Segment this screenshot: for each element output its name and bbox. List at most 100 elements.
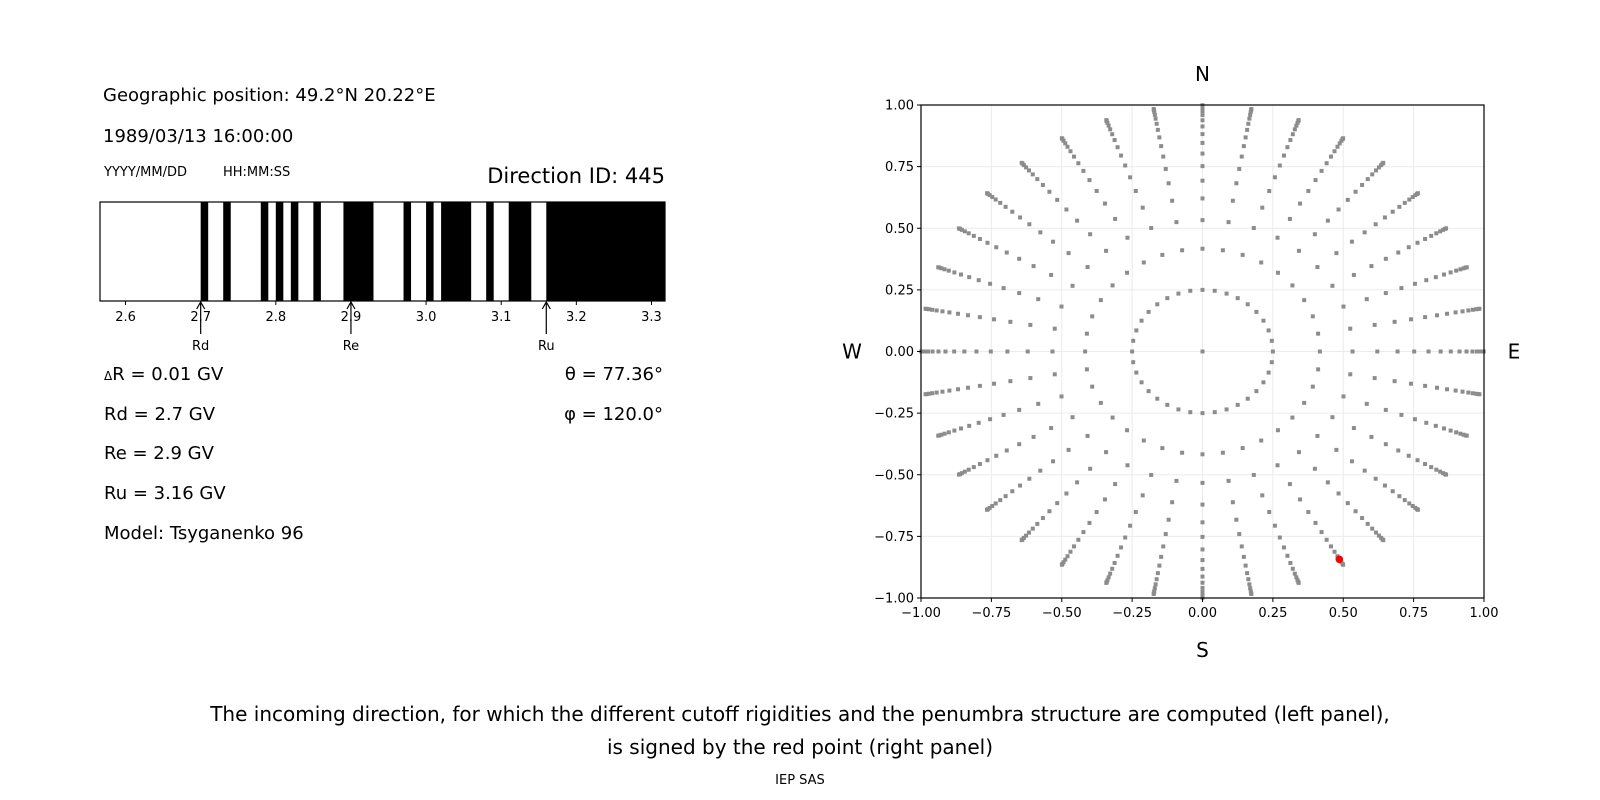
direction-scatter: −1.00−1.00 −0.75 −0.75 −0.50 −0.50 −0.25 −0.25… bbox=[842, 62, 1520, 662]
delta-r: ΔR = 0.01 GV bbox=[104, 366, 223, 384]
direction-point bbox=[1200, 124, 1205, 129]
compass-south: S bbox=[1196, 638, 1209, 662]
direction-point bbox=[1306, 188, 1311, 193]
forbidden-band bbox=[275, 202, 284, 301]
direction-point bbox=[1239, 544, 1244, 549]
direction-point bbox=[1159, 144, 1164, 149]
forbidden-band bbox=[200, 202, 209, 301]
direction-point bbox=[1106, 575, 1111, 580]
direction-point bbox=[1315, 433, 1320, 438]
direction-point bbox=[1470, 307, 1475, 312]
direction-point bbox=[1313, 178, 1318, 183]
x-tick-label: −0.75 bbox=[971, 606, 1011, 621]
direction-point bbox=[1003, 204, 1008, 209]
direction-point bbox=[1047, 189, 1052, 194]
direction-point bbox=[1369, 264, 1374, 269]
direction-point bbox=[1408, 381, 1413, 386]
direction-point bbox=[1188, 288, 1193, 293]
direction-point bbox=[947, 388, 952, 393]
direction-point bbox=[1035, 177, 1040, 182]
forbidden-band bbox=[403, 202, 412, 301]
direction-point bbox=[998, 200, 1003, 205]
direction-point bbox=[1128, 175, 1133, 180]
direction-point bbox=[962, 229, 967, 234]
direction-point bbox=[1247, 582, 1252, 587]
direction-point bbox=[1055, 197, 1060, 202]
direction-point bbox=[1166, 517, 1171, 522]
direction-point bbox=[1125, 270, 1130, 275]
direction-point bbox=[1161, 544, 1166, 549]
direction-point bbox=[1200, 196, 1205, 201]
direction-point bbox=[1348, 372, 1353, 377]
direction-point bbox=[985, 240, 990, 245]
x-tick-label: 0.50 bbox=[1329, 606, 1358, 621]
direction-point bbox=[936, 349, 941, 354]
direction-point bbox=[1224, 291, 1229, 296]
direction-point bbox=[1094, 510, 1099, 515]
direction-point bbox=[1324, 537, 1329, 542]
direction-point bbox=[1383, 291, 1388, 296]
direction-point bbox=[1288, 138, 1293, 143]
selected-direction-point bbox=[1335, 555, 1344, 564]
direction-point bbox=[1003, 494, 1008, 499]
direction-point bbox=[1139, 318, 1144, 323]
direction-point bbox=[1133, 510, 1138, 515]
direction-point bbox=[1254, 389, 1259, 394]
ru-value: Ru = 3.16 GV bbox=[104, 483, 226, 504]
arrow-head-icon bbox=[196, 300, 206, 310]
direction-point bbox=[1415, 240, 1420, 245]
direction-point bbox=[1397, 204, 1402, 209]
direction-point bbox=[1272, 175, 1277, 180]
y-tick-label: −0.25 bbox=[874, 407, 914, 422]
direction-point bbox=[1426, 349, 1431, 354]
direction-point bbox=[1406, 453, 1411, 458]
direction-point bbox=[1374, 530, 1379, 535]
direction-point bbox=[1119, 545, 1124, 550]
direction-point bbox=[1399, 412, 1404, 417]
direction-point bbox=[1125, 428, 1130, 433]
direction-point bbox=[1134, 370, 1139, 375]
forbidden-band bbox=[223, 202, 231, 301]
direction-point bbox=[1248, 112, 1253, 117]
direction-point bbox=[1383, 256, 1388, 261]
direction-point bbox=[966, 467, 971, 472]
direction-point bbox=[985, 458, 990, 463]
direction-point bbox=[1090, 314, 1095, 319]
direction-point bbox=[1285, 553, 1290, 558]
direction-point bbox=[1434, 467, 1439, 472]
direction-point bbox=[1454, 430, 1459, 435]
direction-point bbox=[1292, 127, 1297, 132]
direction-point bbox=[965, 313, 970, 318]
direction-point bbox=[974, 349, 979, 354]
direction-point bbox=[1088, 232, 1093, 237]
direction-point bbox=[958, 426, 963, 431]
direction-point bbox=[1260, 205, 1265, 210]
direction-point bbox=[988, 349, 993, 354]
direction-point bbox=[1010, 209, 1015, 214]
compass-east: E bbox=[1508, 340, 1521, 364]
marker-label-ru: Ru bbox=[538, 339, 555, 354]
direction-point bbox=[1076, 537, 1081, 542]
direction-point bbox=[1049, 426, 1054, 431]
direction-point bbox=[1220, 450, 1225, 455]
direction-point bbox=[1052, 326, 1057, 331]
direction-point bbox=[1296, 248, 1301, 253]
direction-point bbox=[985, 191, 990, 196]
y-tick-label: 0.25 bbox=[885, 283, 914, 298]
direction-point bbox=[1272, 523, 1277, 528]
direction-point bbox=[1247, 116, 1252, 121]
direction-point bbox=[1453, 388, 1458, 393]
direction-point bbox=[977, 462, 982, 467]
direction-point bbox=[993, 501, 998, 506]
direction-point bbox=[1153, 582, 1158, 587]
direction-point bbox=[1240, 446, 1245, 451]
direction-point bbox=[1442, 272, 1447, 277]
re-value: Re = 2.9 GV bbox=[104, 443, 214, 464]
direction-point bbox=[1412, 349, 1417, 354]
direction-point bbox=[1112, 560, 1117, 565]
direction-point bbox=[1259, 260, 1264, 265]
direction-point bbox=[1200, 178, 1205, 183]
direction-point bbox=[1382, 483, 1387, 488]
forbidden-band bbox=[290, 202, 299, 301]
